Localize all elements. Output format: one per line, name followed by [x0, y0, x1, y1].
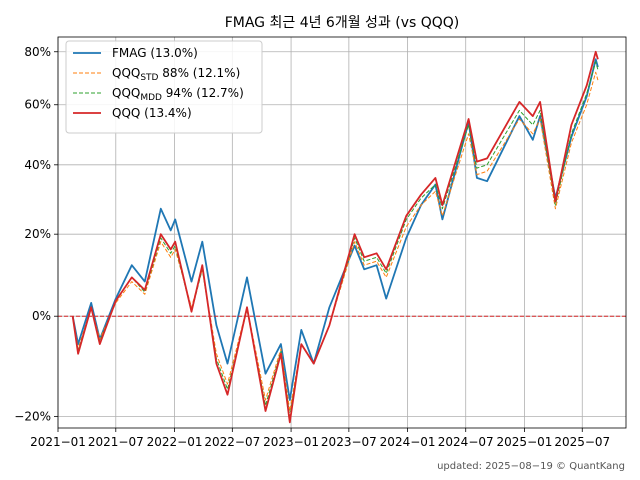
x-tick-label: 2024−01	[380, 435, 436, 449]
series-line-fmag	[71, 58, 599, 401]
y-tick-label: 0%	[32, 309, 51, 323]
series-line-qqq	[71, 50, 599, 424]
legend: FMAG (13.0%) QQQSTD 88% (12.1%) QQQMDD 94%…	[65, 40, 263, 134]
x-tick-label: 2025−01	[497, 435, 553, 449]
y-tick-label: 60%	[24, 98, 51, 112]
x-tick-label: 2023−01	[263, 435, 319, 449]
y-tick-label: −20%	[14, 410, 51, 424]
footer-text: updated: 2025−08−19 © QuantKang	[437, 461, 625, 472]
axes-frame	[57, 36, 627, 429]
y-tick-label: 40%	[24, 158, 51, 172]
legend-entry: QQQMDD 94% (12.7%)	[112, 86, 244, 103]
legend-entry: QQQSTD 88% (12.1%)	[112, 66, 240, 83]
y-tick-label: 80%	[24, 45, 51, 59]
x-tick-label: 2022−07	[204, 435, 260, 449]
x-tick-label: 2025−07	[554, 435, 610, 449]
x-tick-label: 2021−01	[30, 435, 86, 449]
x-tick-label: 2021−07	[88, 435, 144, 449]
legend-entry: FMAG (13.0%)	[112, 46, 198, 60]
legend-box	[65, 40, 263, 134]
legend-entry: QQQ (13.4%)	[112, 106, 192, 120]
x-tick-label: 2022−01	[147, 435, 203, 449]
x-tick-label: 2023−07	[321, 435, 377, 449]
x-tick-label: 2024−07	[438, 435, 494, 449]
y-tick-label: 20%	[24, 227, 51, 241]
chart-title: FMAG 최근 4년 6개월 성과 (vs QQQ)	[225, 15, 460, 31]
